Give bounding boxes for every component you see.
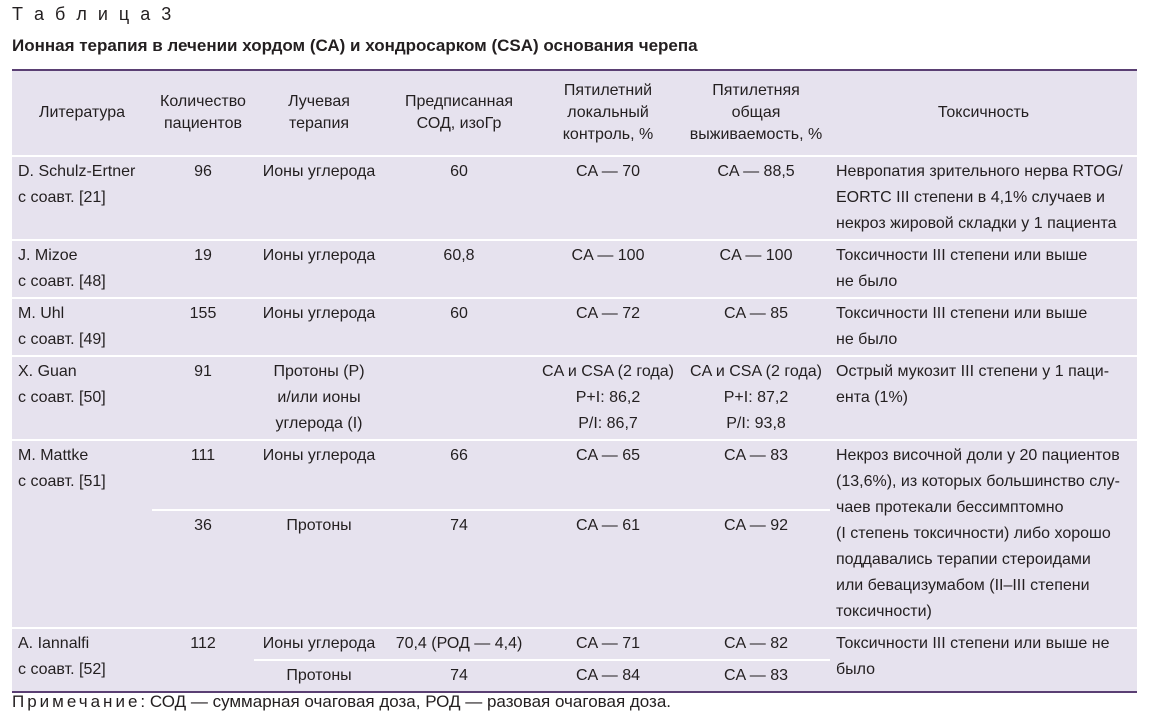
cell-literature: D. Schulz-Ertner с соавт. [21] bbox=[12, 155, 152, 240]
header-patients: Количество пациентов bbox=[152, 70, 254, 157]
cell-toxicity: Невропатия зрительного нерва RTOG/ EORTC… bbox=[830, 155, 1137, 240]
header-literature: Литература bbox=[12, 70, 152, 157]
cell-dose: 60 bbox=[384, 297, 534, 356]
table-row: M. Mattke с соавт. [51] 111 Ионы углерод… bbox=[12, 439, 1137, 628]
cell-survival: CA — 100 bbox=[682, 239, 830, 298]
cell-therapy: Протоны (P) и/или ионы углерода (I) bbox=[254, 355, 384, 440]
cell-therapy: Ионы углерода bbox=[254, 155, 384, 240]
cell-survival: CA — 83 bbox=[682, 439, 830, 510]
cell-patients: 36 bbox=[152, 509, 254, 628]
cell-dose bbox=[384, 355, 534, 440]
cell-toxicity: Токсичности III степени или выше не было bbox=[830, 239, 1137, 298]
table-row: J. Mizoe с соавт. [48] 19 Ионы углерода … bbox=[12, 239, 1137, 298]
cell-dose: 74 bbox=[384, 659, 534, 693]
cell-local-control: CA — 61 bbox=[534, 509, 682, 628]
cell-toxicity: Некроз височной доли у 20 пациентов (13,… bbox=[830, 439, 1137, 628]
cell-patients: 91 bbox=[152, 355, 254, 440]
table-container: Литература Количество пациентов Лучевая … bbox=[12, 69, 1137, 693]
cell-toxicity: Токсичности III степени или выше не было bbox=[830, 297, 1137, 356]
cell-toxicity: Острый мукозит III степени у 1 паци- ент… bbox=[830, 355, 1137, 440]
table-note: Примечание: СОД — суммарная очаговая доз… bbox=[12, 692, 671, 712]
cell-dose: 60,8 bbox=[384, 239, 534, 298]
table-row: 36 Протоны 74 CA — 61 CA — 92 bbox=[12, 509, 1137, 628]
cell-local-control: CA — 100 bbox=[534, 239, 682, 298]
header-row: Литература Количество пациентов Лучевая … bbox=[12, 70, 1137, 157]
table-row: Протоны 74 CA — 84 CA — 83 bbox=[12, 659, 1137, 693]
cell-patients: 96 bbox=[152, 155, 254, 240]
cell-patients: 111 bbox=[152, 439, 254, 510]
cell-therapy: Протоны bbox=[254, 659, 384, 693]
cell-therapy: Ионы углерода bbox=[254, 297, 384, 356]
cell-local-control: CA — 71 bbox=[534, 627, 682, 660]
header-local-control: Пятилетний локальный контроль, % bbox=[534, 70, 682, 157]
cell-survival: CA и CSA (2 года) P+I: 87,2 P/I: 93,8 bbox=[682, 355, 830, 440]
cell-patients: 155 bbox=[152, 297, 254, 356]
cell-therapy: Ионы углерода bbox=[254, 439, 384, 510]
cell-dose: 60 bbox=[384, 155, 534, 240]
cell-therapy: Ионы углерода bbox=[254, 627, 384, 660]
cell-dose: 70,4 (РОД — 4,4) bbox=[384, 627, 534, 660]
note-label: Примечание bbox=[12, 692, 141, 711]
cell-literature: A. Iannalfi с соавт. [52] bbox=[12, 627, 152, 693]
cell-survival: CA — 88,5 bbox=[682, 155, 830, 240]
cell-literature: M. Uhl с соавт. [49] bbox=[12, 297, 152, 356]
cell-survival: CA — 92 bbox=[682, 509, 830, 628]
cell-local-control: CA и CSA (2 года) P+I: 86,2 P/I: 86,7 bbox=[534, 355, 682, 440]
cell-patients: 112 bbox=[152, 627, 254, 693]
cell-therapy: Протоны bbox=[254, 509, 384, 628]
cell-toxicity: Токсичности III степени или выше не было bbox=[830, 627, 1137, 693]
header-survival: Пятилетняя общая выживаемость, % bbox=[682, 70, 830, 157]
table-row: A. Iannalfi с соавт. [52] 112 Ионы углер… bbox=[12, 627, 1137, 693]
table-row: D. Schulz-Ertner с соавт. [21] 96 Ионы у… bbox=[12, 155, 1137, 240]
table-title: Ионная терапия в лечении хордом (СА) и х… bbox=[12, 36, 698, 55]
cell-local-control: CA — 65 bbox=[534, 439, 682, 510]
header-dose: Предписанная СОД, изоГр bbox=[384, 70, 534, 157]
cell-survival: CA — 82 bbox=[682, 627, 830, 660]
data-table: Литература Количество пациентов Лучевая … bbox=[12, 69, 1137, 693]
cell-dose: 74 bbox=[384, 509, 534, 628]
cell-local-control: CA — 84 bbox=[534, 659, 682, 693]
header-toxicity: Токсичность bbox=[830, 70, 1137, 157]
cell-local-control: CA — 72 bbox=[534, 297, 682, 356]
cell-literature: X. Guan с соавт. [50] bbox=[12, 355, 152, 440]
cell-survival: CA — 85 bbox=[682, 297, 830, 356]
header-therapy: Лучевая терапия bbox=[254, 70, 384, 157]
table-row: X. Guan с соавт. [50] 91 Протоны (P) и/и… bbox=[12, 355, 1137, 440]
table-caption: Т а б л и ц а 3 bbox=[12, 4, 175, 24]
cell-local-control: CA — 70 bbox=[534, 155, 682, 240]
cell-literature: J. Mizoe с соавт. [48] bbox=[12, 239, 152, 298]
cell-therapy: Ионы углерода bbox=[254, 239, 384, 298]
cell-survival: CA — 83 bbox=[682, 659, 830, 693]
table-row: M. Uhl с соавт. [49] 155 Ионы углерода 6… bbox=[12, 297, 1137, 356]
cell-literature: M. Mattke с соавт. [51] bbox=[12, 439, 152, 628]
cell-patients: 19 bbox=[152, 239, 254, 298]
note-text: : СОД — суммарная очаговая доза, РОД — р… bbox=[140, 692, 672, 711]
cell-dose: 66 bbox=[384, 439, 534, 510]
